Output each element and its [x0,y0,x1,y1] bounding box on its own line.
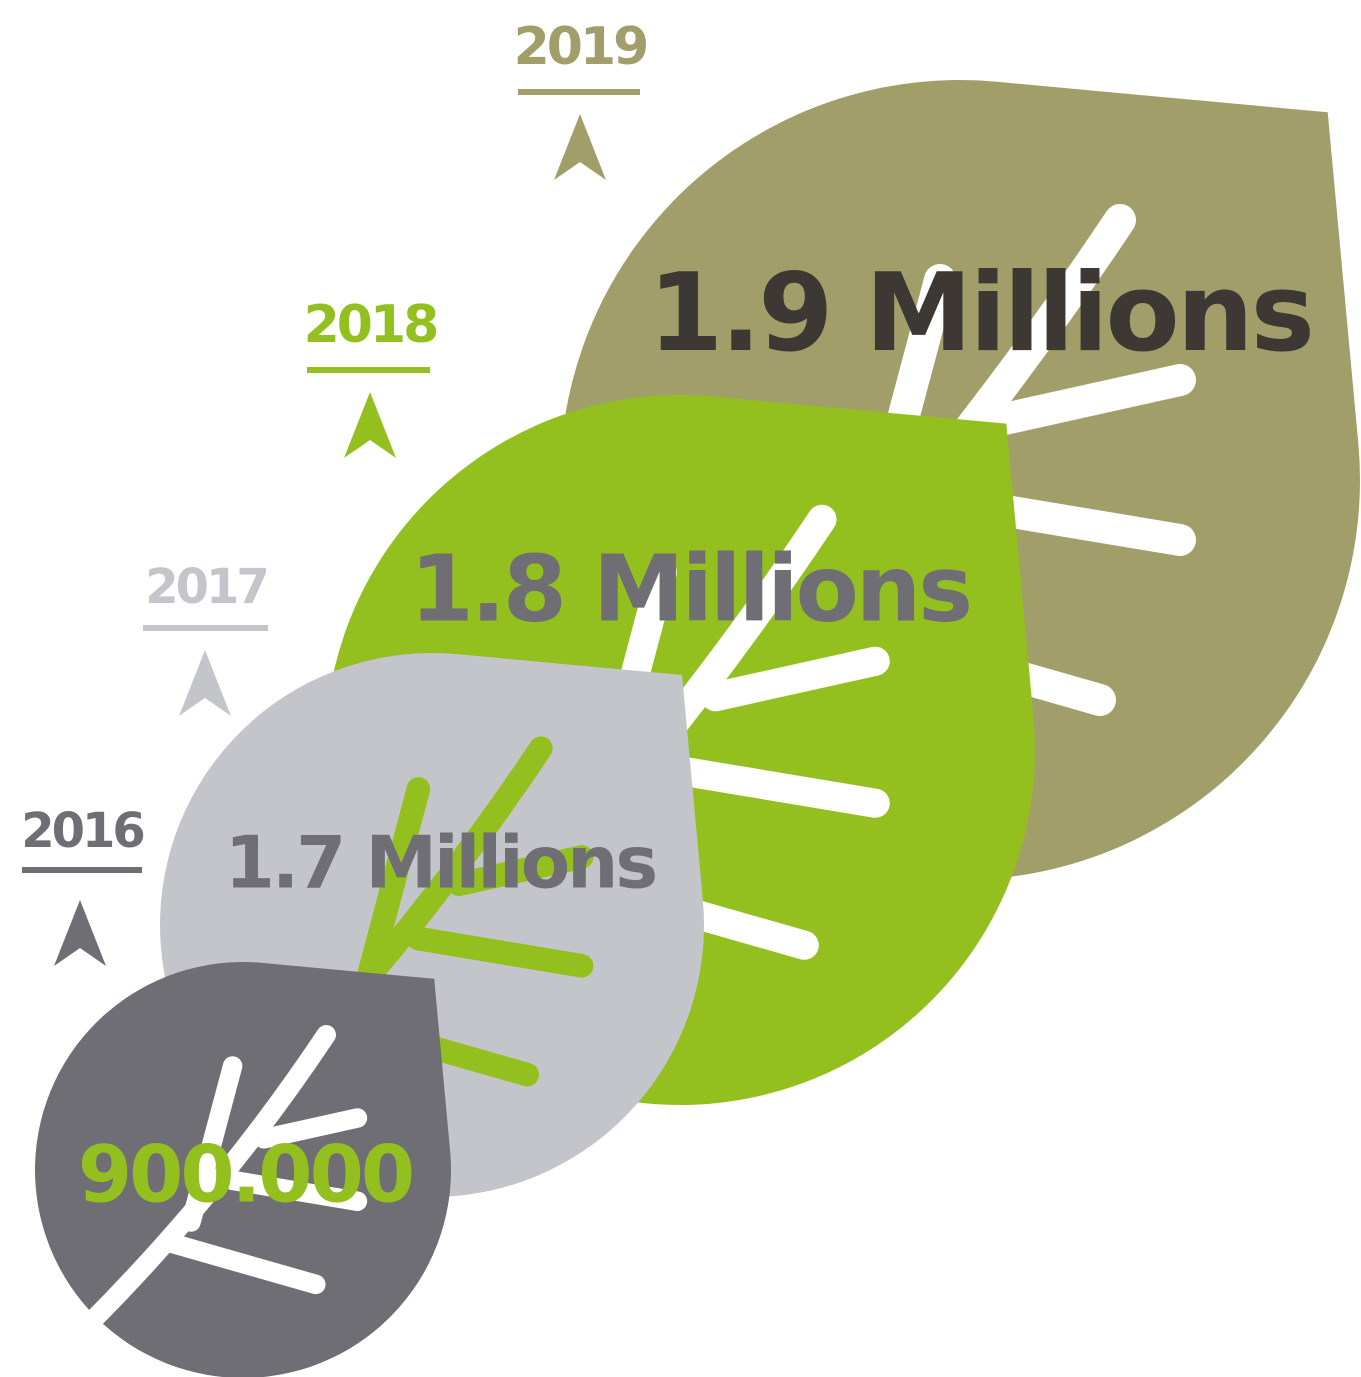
vein [254,1108,368,1149]
arrow [554,114,606,180]
vein [447,845,594,897]
arrow [179,650,231,716]
vein [222,1170,368,1211]
leaf-veins [77,1025,368,1336]
year-label: 2018 [304,295,437,355]
year-label: 2017 [145,559,267,615]
midrib [77,1025,336,1336]
value-label: 1.7 Millions [225,821,656,905]
value-label: 900.000 [78,1130,412,1220]
year-label: 2019 [514,17,647,77]
value-label: 1.8 Millions [410,535,970,642]
arrow [54,900,106,966]
year-label: 2016 [21,803,143,859]
vein [160,1233,326,1295]
vein [352,777,431,1005]
vein [181,1056,243,1232]
arrow [344,392,396,458]
value-label: 1.9 Millions [648,251,1312,376]
vein [406,926,594,978]
vein [700,646,890,712]
vein [647,753,890,818]
vein [984,364,1196,436]
leaf-group: 900.000 2016 [21,803,451,1377]
